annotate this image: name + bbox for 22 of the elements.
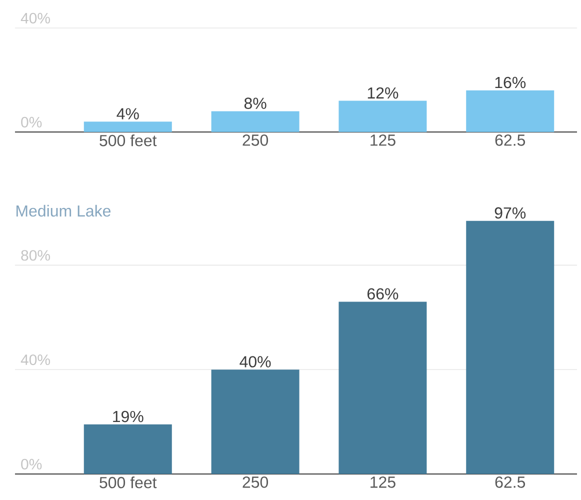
y-tick-label: 0%	[21, 458, 42, 470]
data-label: 66%	[368, 288, 398, 300]
chart-title: Medium Lake	[16, 204, 111, 217]
data-label: 12%	[368, 87, 398, 99]
y-tick-label: 40%	[20, 12, 50, 24]
x-tick-label: 62.5	[495, 134, 526, 146]
x-tick-label: 250	[242, 476, 268, 488]
data-label: 4%	[116, 108, 139, 120]
x-tick-label: 62.5	[495, 476, 526, 488]
data-label: 97%	[494, 207, 526, 219]
x-tick-label: 500 feet	[100, 476, 157, 488]
data-label: 8%	[244, 98, 266, 109]
x-tick-label: 125	[370, 476, 396, 488]
x-tick-label: 250	[242, 134, 268, 146]
x-tick-label: 500 feet	[100, 134, 157, 146]
data-label: 16%	[495, 76, 526, 88]
y-tick-label: 80%	[21, 250, 50, 261]
data-label: 40%	[240, 356, 271, 368]
y-tick-label: 40%	[20, 354, 50, 366]
x-tick-label: 125	[370, 134, 396, 146]
data-label: 19%	[113, 410, 144, 422]
y-tick-label: 0%	[21, 116, 42, 128]
